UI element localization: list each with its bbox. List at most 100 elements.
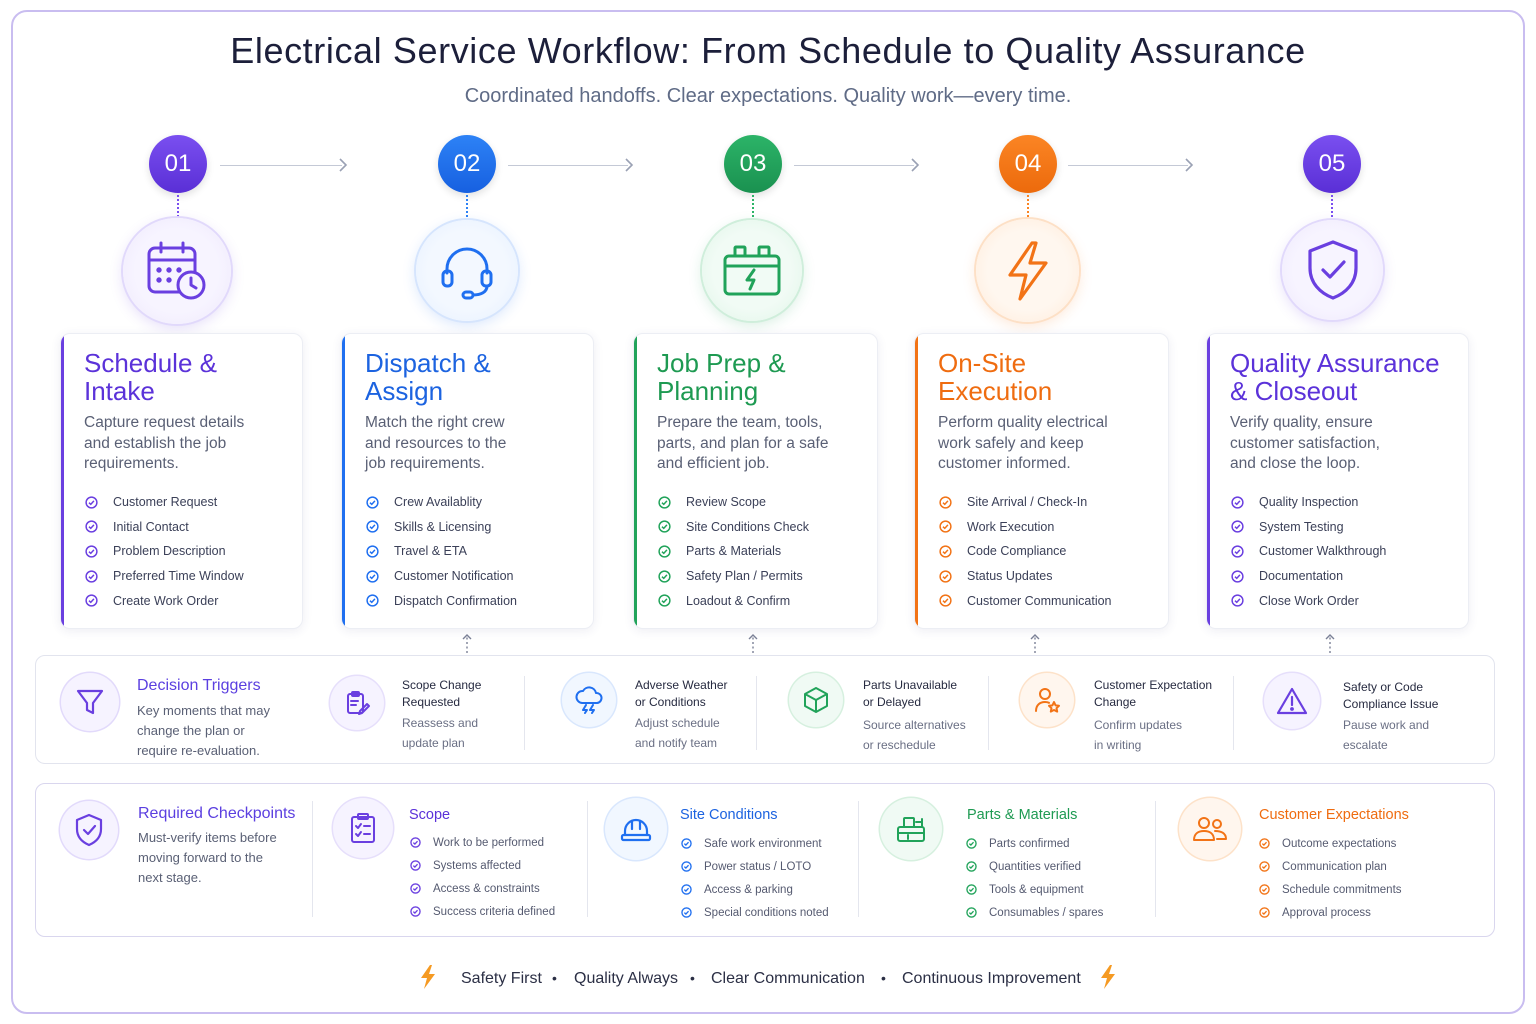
step-number-badge-3: 03 — [724, 135, 782, 193]
footer-item: Continuous Improvement — [902, 970, 1081, 987]
check-circle-icon — [1231, 569, 1244, 583]
checkpoint-item: Quantities verified — [966, 855, 1103, 878]
step-description: Verify quality, ensure customer satisfact… — [1230, 414, 1380, 472]
trigger-up-arrow-3 — [1030, 634, 1040, 653]
checkpoint-item: Tools & equipment — [966, 878, 1103, 901]
checklist-item: Review Scope — [658, 490, 809, 515]
trigger-description: Confirm updates in writing — [1094, 718, 1183, 752]
badge-to-icon-link-5 — [1331, 195, 1333, 217]
card-accent-bar — [634, 334, 637, 628]
checkpoint-item: Special conditions noted — [681, 901, 829, 924]
trigger-title: Scope Change Requested — [402, 678, 482, 709]
trigger-title: Adverse Weather or Conditions — [635, 678, 728, 709]
check-circle-icon — [939, 594, 952, 607]
checklist-item: Customer Notification — [366, 564, 517, 589]
hard-hat-icon — [605, 798, 667, 860]
step-checklist: Crew Availablity Skills & Licensing Trav… — [366, 490, 517, 613]
parts-cart-icon — [880, 798, 942, 860]
checkpoint-list: Outcome expectations Communication plan … — [1259, 832, 1402, 924]
shield-check-icon — [60, 801, 118, 859]
check-circle-icon — [1259, 861, 1270, 872]
check-circle-icon — [939, 496, 952, 509]
check-circle-icon — [366, 545, 379, 558]
checklist-item: Status Updates — [939, 564, 1112, 589]
check-circle-icon — [85, 496, 98, 509]
checkpoint-item: Consumables / spares — [966, 901, 1103, 924]
checkpoint-item: Approval process — [1259, 901, 1402, 924]
check-circle-icon — [85, 545, 98, 558]
check-circle-icon — [939, 520, 952, 534]
checklist-item: Loadout & Confirm — [658, 588, 809, 613]
connector-line-3 — [794, 165, 914, 166]
checklist-item: Close Work Order — [1231, 588, 1386, 613]
trigger-up-arrow-2 — [748, 634, 758, 653]
checkpoint-item: Parts confirmed — [966, 832, 1103, 855]
checkpoint-item: Safe work environment — [681, 832, 829, 855]
divider — [587, 801, 588, 917]
checkpoint-item: Communication plan — [1259, 855, 1402, 878]
decision-triggers-title: Decision Triggers — [137, 677, 261, 694]
step-card-4: On-Site Execution Perform quality electri… — [914, 333, 1169, 629]
required-checkpoints-title: Required Checkpoints — [138, 805, 296, 822]
connector-line-4 — [1068, 165, 1188, 166]
checkpoint-item: Outcome expectations — [1259, 832, 1402, 855]
check-circle-icon — [939, 545, 952, 558]
checklist-item: Skills & Licensing — [366, 515, 517, 540]
check-circle-icon — [1231, 594, 1244, 607]
shield-check-icon — [1282, 220, 1383, 320]
divider — [524, 676, 525, 750]
checklist-item: Site Conditions Check — [658, 515, 809, 540]
checkpoint-item: Power status / LOTO — [681, 855, 829, 878]
check-circle-icon — [681, 861, 692, 872]
checklist-item: Safety Plan / Permits — [658, 564, 809, 589]
checkpoint-group-title: Parts & Materials — [967, 807, 1078, 823]
checklist-item: System Testing — [1231, 515, 1386, 540]
storm-cloud-icon — [562, 673, 616, 727]
check-circle-icon — [939, 569, 952, 583]
step-number-badge-1: 01 — [149, 135, 207, 193]
checklist-item: Create Work Order — [85, 588, 244, 613]
check-circle-icon — [966, 884, 977, 895]
checklist-item: Parts & Materials — [658, 539, 809, 564]
decision-triggers-panel: Decision Triggers Key moments that may ch… — [35, 655, 1495, 764]
trigger-title: Safety or Code Compliance Issue — [1343, 680, 1439, 711]
step-description: Capture request details and establish the… — [84, 414, 245, 472]
divider — [988, 676, 989, 750]
step-description: Perform quality electrical work safely an… — [938, 414, 1108, 472]
footer-separator: • — [690, 970, 695, 986]
check-circle-icon — [410, 906, 421, 917]
checklist-item: Customer Request — [85, 490, 244, 515]
lightning-bolt-icon — [421, 965, 435, 989]
check-circle-icon — [1259, 907, 1270, 918]
step-card-5: Quality Assurance & Closeout Verify quali… — [1206, 333, 1469, 629]
decision-triggers-description: Key moments that may change the plan or re… — [137, 703, 270, 758]
checklist-item: Crew Availablity — [366, 490, 517, 515]
check-circle-icon — [1259, 838, 1270, 849]
people-group-icon — [1179, 798, 1241, 860]
checklist-item: Dispatch Confirmation — [366, 588, 517, 613]
trigger-description: Reassess and update plan — [402, 716, 479, 750]
check-circle-icon — [366, 594, 379, 607]
calendar-clock-icon — [123, 218, 231, 324]
lightning-bolt-icon — [1101, 965, 1115, 989]
clipboard-edit-icon — [330, 676, 384, 730]
step-checklist: Site Arrival / Check-In Work Execution C… — [939, 490, 1112, 613]
step-title: On-Site Execution — [938, 348, 1053, 406]
check-circle-icon — [681, 907, 692, 918]
step-number-badge-2: 02 — [438, 135, 496, 193]
checklist-item: Customer Walkthrough — [1231, 539, 1386, 564]
footer-separator: • — [552, 970, 557, 986]
checklist-item: Documentation — [1231, 564, 1386, 589]
badge-to-icon-link-3 — [752, 195, 754, 217]
package-box-icon — [789, 673, 843, 727]
checkpoint-list: Safe work environment Power status / LOT… — [681, 832, 829, 924]
check-circle-icon — [658, 545, 671, 558]
check-circle-icon — [1231, 496, 1244, 509]
trigger-title: Parts Unavailable or Delayed — [863, 678, 958, 709]
step-title: Schedule & Intake — [84, 348, 217, 406]
checkpoint-group-title: Customer Expectations — [1259, 807, 1409, 823]
check-circle-icon — [681, 884, 692, 895]
lightning-bolt-icon — [976, 219, 1079, 322]
footer-separator: • — [881, 970, 886, 986]
divider — [1233, 676, 1234, 750]
